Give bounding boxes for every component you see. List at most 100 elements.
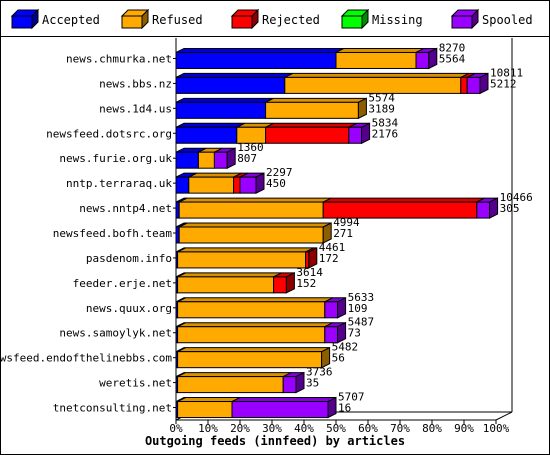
value-label-secondary: 56 bbox=[332, 352, 345, 365]
value-label-total: 5487 bbox=[348, 316, 375, 329]
category-label: nntp.terraraq.uk bbox=[66, 177, 172, 190]
value-label-total: 4994 bbox=[333, 216, 360, 229]
legend-label-rejected: Rejected bbox=[262, 13, 320, 27]
bar-segment-spooled bbox=[239, 172, 265, 194]
category-label: news.samoylyk.net bbox=[59, 327, 172, 340]
legend-divider bbox=[0, 36, 550, 37]
bar-segment-accepted bbox=[175, 47, 345, 69]
x-tick-label: 0% bbox=[169, 422, 183, 435]
legend-swatch-missing bbox=[340, 8, 370, 30]
bar-segment-spooled bbox=[476, 197, 499, 219]
value-label-secondary: 271 bbox=[333, 227, 353, 240]
x-tick-label: 50% bbox=[326, 422, 346, 435]
value-label-secondary: 172 bbox=[319, 252, 339, 265]
value-label-secondary: 152 bbox=[296, 277, 316, 290]
value-label-secondary: 2176 bbox=[372, 127, 399, 140]
x-tick-label: 90% bbox=[454, 422, 474, 435]
bar-segment-spooled bbox=[466, 72, 489, 95]
legend-label-refused: Refused bbox=[152, 13, 203, 27]
category-label: news.1d4.us bbox=[99, 102, 172, 115]
value-label-secondary: 73 bbox=[348, 327, 361, 340]
bar-segment-refused bbox=[335, 47, 425, 69]
bar-segment-accepted bbox=[175, 122, 246, 144]
value-label-total: 1360 bbox=[237, 141, 264, 154]
legend-swatch-refused bbox=[120, 8, 150, 30]
value-label-secondary: 35 bbox=[306, 377, 319, 390]
x-tick-label: 10% bbox=[198, 422, 218, 435]
category-label: pasdenom.info bbox=[86, 252, 172, 265]
x-tick-label: 20% bbox=[230, 422, 250, 435]
value-label-total: 3736 bbox=[306, 366, 333, 379]
value-label-secondary: 5564 bbox=[439, 52, 466, 65]
value-label-secondary: 109 bbox=[348, 302, 368, 315]
value-label-total: 4461 bbox=[319, 241, 346, 254]
value-label-secondary: 3189 bbox=[368, 102, 395, 115]
x-tick-label: 80% bbox=[422, 422, 442, 435]
value-label-total: 5482 bbox=[332, 341, 359, 354]
legend-label-accepted: Accepted bbox=[42, 13, 100, 27]
legend-swatch-spooled bbox=[450, 8, 480, 30]
bar-segment-accepted bbox=[175, 97, 274, 119]
x-axis-title: Outgoing feeds (innfeed) by articles bbox=[145, 434, 405, 448]
bar-segment-refused bbox=[178, 197, 332, 219]
legend-label-spooled: Spooled bbox=[482, 13, 533, 27]
category-label: news.chmurka.net bbox=[66, 52, 172, 65]
bar-segment-rejected bbox=[273, 272, 295, 294]
bar-segment-refused bbox=[177, 397, 241, 419]
category-label: feeder.erje.net bbox=[73, 277, 172, 290]
legend-label-missing: Missing bbox=[372, 13, 423, 27]
category-label: news.quux.org bbox=[86, 302, 172, 315]
value-label-total: 5707 bbox=[338, 391, 365, 404]
value-label-secondary: 5212 bbox=[490, 77, 517, 90]
category-label: news.furie.org.uk bbox=[59, 152, 172, 165]
value-label-total: 5834 bbox=[372, 116, 399, 129]
category-label: newsfeed.bofh.team bbox=[53, 227, 173, 240]
legend-swatch-rejected bbox=[230, 8, 260, 30]
category-label: news.bbs.nz bbox=[99, 77, 172, 90]
bar-segment-refused bbox=[265, 97, 367, 120]
value-label-total: 8270 bbox=[439, 41, 466, 54]
bar-segment-refused bbox=[178, 222, 332, 244]
x-tick-label: 30% bbox=[262, 422, 282, 435]
bar-segment-rejected bbox=[322, 197, 486, 219]
value-label-secondary: 305 bbox=[500, 202, 520, 215]
bar-segment-refused bbox=[177, 297, 334, 319]
bar-segment-refused bbox=[177, 346, 331, 369]
value-label-total: 5633 bbox=[348, 291, 375, 304]
value-label-total: 10811 bbox=[490, 66, 523, 79]
bar-segment-accepted bbox=[175, 172, 198, 194]
bar-segment-spooled bbox=[282, 371, 305, 394]
bar-segment-spooled bbox=[324, 321, 347, 344]
value-label-total: 10466 bbox=[500, 191, 533, 204]
bar-segment-accepted bbox=[175, 72, 294, 94]
bar-segment-rejected bbox=[265, 122, 358, 144]
bar-segment-spooled bbox=[415, 47, 438, 70]
bar-segment-refused bbox=[177, 322, 334, 344]
bar-segment-refused bbox=[177, 372, 292, 394]
value-label-secondary: 450 bbox=[266, 177, 286, 190]
category-label: tnetconsulting.net bbox=[53, 402, 172, 415]
bar-segment-refused bbox=[177, 272, 282, 294]
value-label-total: 3614 bbox=[296, 266, 323, 279]
x-tick-label: 40% bbox=[294, 422, 314, 435]
bar-segment-rejected bbox=[305, 247, 318, 269]
value-label-secondary: 807 bbox=[237, 152, 257, 165]
category-label: newsfeed.endofthelinebbs.com bbox=[0, 352, 172, 365]
category-label: news.nntp4.net bbox=[79, 202, 172, 215]
bar-segment-spooled bbox=[231, 396, 337, 419]
value-label-total: 5574 bbox=[368, 91, 395, 104]
